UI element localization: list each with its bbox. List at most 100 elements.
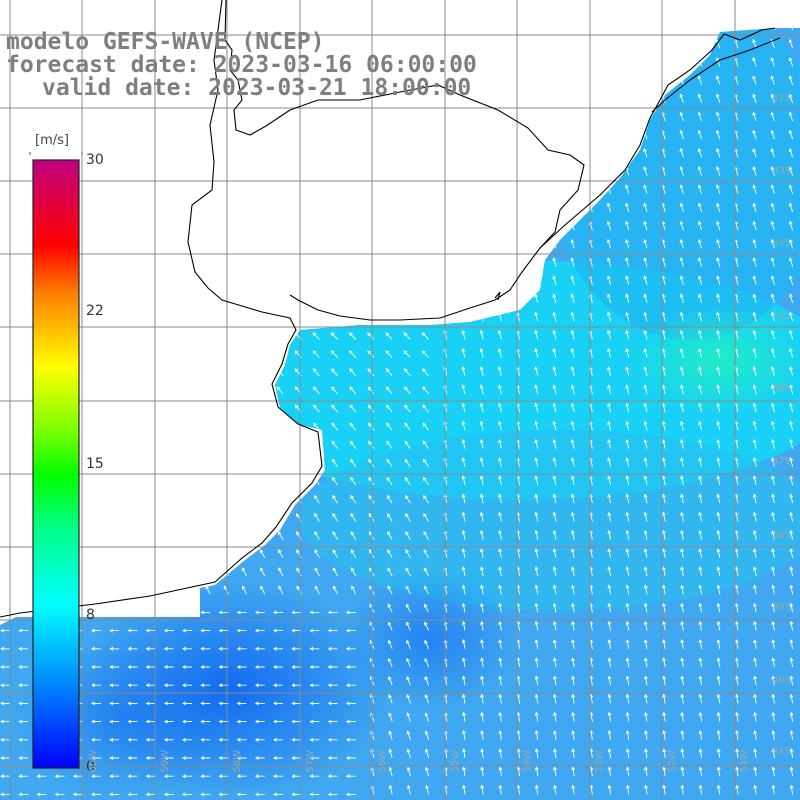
wind-arrow: [127, 719, 138, 724]
wind-arrow: [368, 440, 375, 449]
wind-arrow: [735, 729, 739, 740]
wind-arrow: [771, 620, 776, 631]
wind-arrow: [662, 657, 666, 668]
wind-arrow: [461, 620, 466, 631]
wind-arrow: [607, 729, 612, 740]
wind-arrow: [788, 275, 794, 285]
wind-arrow: [716, 293, 721, 304]
wind-arrow: [351, 567, 357, 577]
wind-arrow: [552, 584, 557, 595]
wind-arrow: [788, 184, 794, 194]
wind-arrow: [0, 756, 10, 760]
wind-arrow: [607, 620, 612, 631]
wind-arrow: [480, 675, 484, 686]
wind-arrow: [570, 348, 575, 358]
wind-arrow: [534, 675, 539, 686]
wind-arrow: [0, 665, 10, 669]
wind-arrow: [345, 610, 356, 615]
wind-arrow: [789, 639, 794, 649]
wind-arrow: [625, 475, 630, 486]
wind-arrow: [625, 620, 630, 631]
wind-arrow: [734, 566, 739, 577]
wind-arrow: [716, 584, 721, 595]
wind-arrow: [278, 567, 284, 577]
wind-arrow: [552, 602, 557, 613]
wind-arrow: [788, 147, 794, 158]
wind-arrow: [771, 657, 776, 668]
land-argentina: [0, 0, 322, 617]
wind-arrow: [606, 129, 612, 140]
wind-arrow: [404, 476, 411, 486]
wind-arrow: [388, 694, 393, 704]
wind-arrow: [606, 38, 612, 49]
wind-arrow: [662, 639, 666, 649]
wind-arrow: [625, 529, 630, 540]
wind-arrow: [254, 792, 265, 797]
wind-arrow: [479, 402, 484, 413]
wind-arrow: [662, 729, 667, 740]
wind-arrow: [734, 602, 739, 613]
wind-arrow: [680, 729, 685, 740]
wind-arrow: [91, 756, 101, 760]
wind-arrow: [679, 402, 684, 413]
wind-arrow: [273, 701, 283, 706]
wind-arrow: [18, 628, 29, 633]
wind-arrow: [236, 701, 247, 706]
wind-arrow: [367, 422, 375, 431]
wind-arrow: [331, 458, 338, 468]
wind-arrow: [770, 202, 775, 213]
wind-arrow: [606, 75, 612, 85]
wind-arrow: [697, 75, 703, 85]
wind-arrow: [534, 402, 539, 413]
wind-arrow: [644, 784, 648, 795]
wind-arrow: [716, 784, 721, 795]
wind-arrow: [789, 329, 794, 340]
wind-arrow: [423, 494, 429, 504]
wind-arrow: [734, 657, 739, 668]
wind-arrow: [679, 384, 684, 395]
wind-arrow: [570, 384, 575, 395]
wind-arrow: [698, 711, 703, 722]
wind-arrow: [278, 549, 284, 559]
wind-arrow: [552, 657, 557, 668]
wind-arrow: [309, 683, 320, 688]
wind-arrow: [570, 529, 575, 540]
wind-arrow: [661, 566, 666, 577]
wind-arrow: [697, 166, 703, 176]
wind-arrow: [406, 639, 411, 649]
wind-arrow: [534, 348, 539, 358]
wind-arrow: [607, 639, 612, 649]
wind-arrow: [498, 548, 502, 558]
wind-arrow: [386, 458, 393, 468]
wind-arrow: [789, 493, 794, 504]
wind-arrow: [552, 38, 557, 49]
lon-label: 52W: [667, 750, 678, 773]
wind-arrow: [644, 748, 648, 759]
wind-arrow: [606, 93, 612, 103]
wind-arrow: [461, 384, 466, 395]
wind-arrow: [182, 646, 192, 651]
wind-arrow: [109, 719, 120, 724]
wind-arrow: [716, 748, 721, 759]
wind-arrow: [607, 693, 612, 704]
wind-arrow: [625, 711, 630, 722]
wind-arrow: [254, 701, 265, 706]
wind-arrow: [679, 202, 684, 213]
wind-arrow: [367, 404, 375, 413]
wind-arrow: [715, 147, 721, 158]
lon-label: 55W: [450, 750, 461, 773]
wind-arrow: [480, 711, 485, 722]
wind-arrow: [552, 675, 557, 686]
wind-arrow: [552, 111, 557, 122]
wind-arrow: [698, 402, 703, 413]
wind-arrow: [607, 311, 612, 322]
wind-arrow: [735, 766, 739, 777]
wind-arrow: [770, 348, 775, 358]
wind-arrow: [552, 420, 557, 431]
wind-arrow: [385, 350, 393, 358]
wind-arrow: [350, 494, 357, 504]
wind-arrow: [403, 368, 411, 377]
wind-arrow: [200, 701, 211, 706]
wind-arrow: [91, 774, 101, 779]
wind-arrow: [345, 737, 356, 742]
